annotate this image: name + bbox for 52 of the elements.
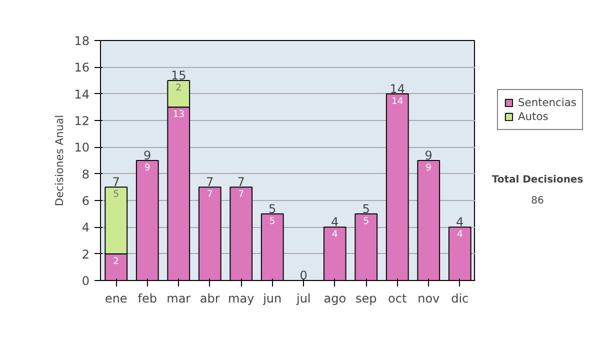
total-label: 7 — [237, 175, 245, 190]
total-label: 14 — [390, 82, 406, 96]
y-tick-label: 4 — [82, 220, 90, 235]
x-tick-label: jun — [262, 292, 282, 306]
y-tick-label: 2 — [82, 247, 90, 262]
y-tick-label: 16 — [74, 60, 90, 75]
text: Total Decisiones — [492, 174, 584, 186]
text: 86 — [531, 196, 544, 206]
x-tick-label: nov — [418, 292, 440, 306]
total-label: 7 — [206, 175, 214, 190]
data-label: 4 — [456, 229, 463, 240]
data-label: 2 — [176, 82, 182, 94]
data-label: 4 — [332, 229, 338, 240]
x-tick-label: oct — [388, 292, 407, 306]
x-tick-label: dic — [451, 292, 469, 306]
x-tick-label: may — [228, 292, 254, 306]
y-tick-label: 14 — [74, 87, 90, 102]
x-tick-label: ene — [104, 292, 128, 306]
total-label: 5 — [362, 202, 370, 216]
x-tick-label: ago — [324, 292, 346, 306]
y-axis-title: Decisiones Anual — [53, 114, 66, 206]
total-label: 9 — [144, 148, 152, 162]
data-label: 14 — [391, 96, 404, 107]
data-label: 2 — [113, 256, 120, 267]
x-tick-label: jul — [295, 292, 311, 306]
data-label: 5 — [113, 189, 120, 200]
x-tick-label: mar — [166, 292, 191, 306]
total-label: 7 — [112, 175, 120, 190]
data-label: 7 — [238, 189, 244, 200]
total-label: 9 — [424, 148, 432, 162]
total-label: 4 — [456, 215, 464, 230]
data-label: 5 — [363, 216, 370, 227]
y-tick-label: 0 — [82, 274, 90, 288]
total-label: 0 — [300, 268, 308, 282]
y-tick-label: 10 — [74, 140, 90, 155]
total-label: 5 — [268, 202, 276, 216]
data-label: 9 — [144, 162, 150, 174]
y-tick-label: 18 — [74, 34, 90, 48]
legend-label: Autos — [518, 110, 548, 123]
data-label: 7 — [206, 189, 213, 200]
data-label: 5 — [269, 216, 276, 227]
data-label: 13 — [172, 109, 185, 120]
legend-label: Sentencias — [518, 96, 576, 109]
y-tick-label: 8 — [82, 167, 90, 182]
y-tick-label: 12 — [74, 114, 90, 128]
total-label: 15 — [170, 68, 186, 82]
data-label: 9 — [426, 162, 432, 174]
total-label: 4 — [331, 215, 339, 230]
x-tick-label: feb — [138, 292, 157, 306]
x-tick-label: sep — [356, 292, 377, 306]
y-tick-label: 6 — [82, 194, 90, 208]
x-tick-label: abr — [200, 292, 220, 306]
